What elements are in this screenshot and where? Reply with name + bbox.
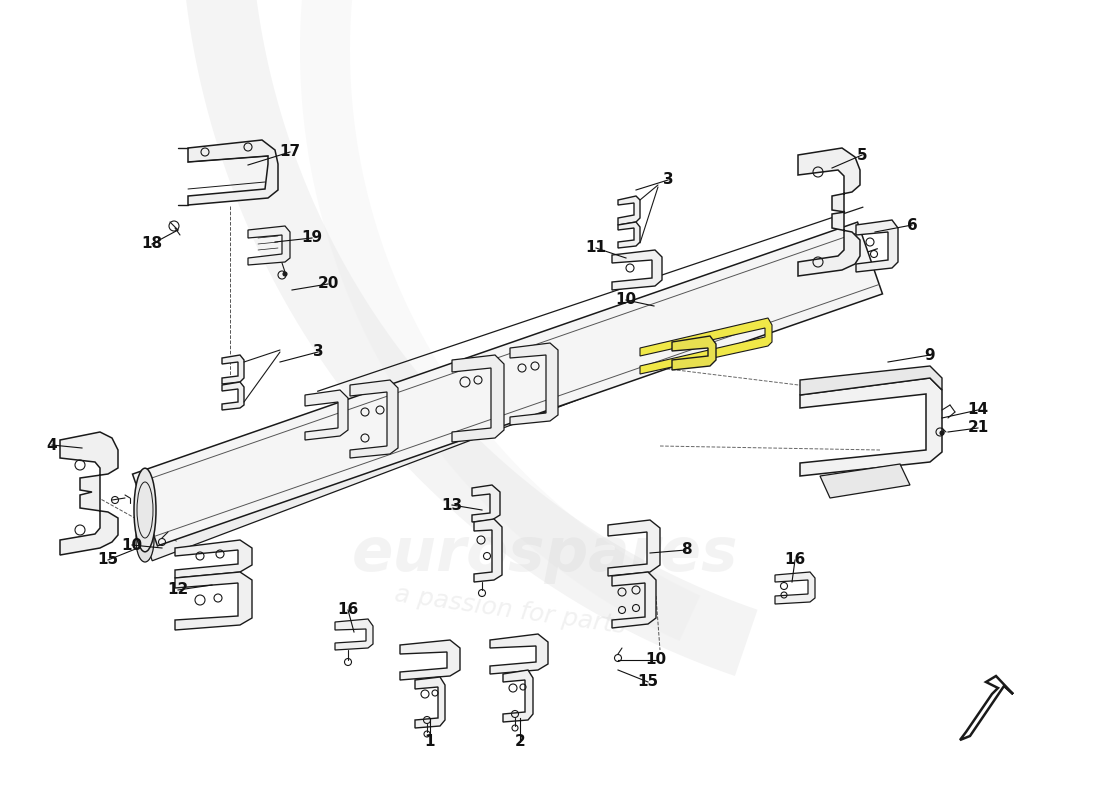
Text: 13: 13 (441, 498, 463, 513)
Text: 21: 21 (967, 421, 989, 435)
Polygon shape (960, 676, 1013, 740)
Polygon shape (400, 640, 460, 680)
Polygon shape (510, 343, 558, 425)
Text: 6: 6 (906, 218, 917, 233)
Text: 11: 11 (585, 241, 606, 255)
Text: a passion for parts: a passion for parts (393, 582, 627, 638)
Text: 20: 20 (317, 277, 339, 291)
Circle shape (283, 272, 287, 276)
Text: 15: 15 (98, 553, 119, 567)
Polygon shape (608, 520, 660, 576)
Polygon shape (415, 677, 446, 728)
Polygon shape (612, 250, 662, 290)
Polygon shape (222, 382, 244, 410)
Ellipse shape (136, 518, 154, 562)
Text: 5: 5 (857, 147, 867, 162)
Polygon shape (222, 355, 244, 384)
Text: 2: 2 (515, 734, 526, 750)
Text: 17: 17 (279, 145, 300, 159)
Ellipse shape (134, 468, 156, 552)
Polygon shape (248, 226, 290, 265)
Text: 3: 3 (662, 173, 673, 187)
Polygon shape (472, 485, 500, 522)
Polygon shape (612, 572, 656, 628)
Polygon shape (800, 366, 942, 395)
Text: 8: 8 (681, 542, 691, 558)
Circle shape (940, 431, 944, 435)
Polygon shape (305, 390, 348, 440)
Text: 3: 3 (312, 345, 323, 359)
Polygon shape (856, 220, 898, 272)
Polygon shape (350, 380, 398, 458)
Text: 16: 16 (338, 602, 359, 618)
Polygon shape (800, 378, 942, 476)
Text: 12: 12 (167, 582, 188, 598)
Text: 9: 9 (925, 347, 935, 362)
Polygon shape (452, 355, 504, 442)
Text: 4: 4 (46, 438, 57, 453)
Text: 15: 15 (637, 674, 659, 690)
Polygon shape (776, 572, 815, 604)
Text: 14: 14 (967, 402, 989, 418)
Polygon shape (175, 572, 252, 630)
Text: 10: 10 (615, 293, 637, 307)
Polygon shape (60, 432, 118, 555)
Polygon shape (175, 540, 252, 578)
Text: 16: 16 (784, 553, 805, 567)
Polygon shape (503, 670, 534, 722)
Text: eurospares: eurospares (352, 526, 738, 585)
Polygon shape (180, 0, 758, 676)
Polygon shape (820, 464, 910, 498)
Polygon shape (618, 222, 640, 248)
Text: 1: 1 (425, 734, 436, 750)
Polygon shape (798, 148, 860, 276)
Polygon shape (132, 222, 882, 546)
Text: 19: 19 (301, 230, 322, 246)
Polygon shape (300, 0, 701, 641)
Polygon shape (618, 196, 640, 225)
Polygon shape (188, 140, 278, 205)
Text: 18: 18 (142, 237, 163, 251)
Text: 10: 10 (646, 653, 667, 667)
Polygon shape (490, 634, 548, 674)
Polygon shape (138, 310, 707, 561)
Polygon shape (640, 318, 772, 374)
Polygon shape (474, 519, 502, 582)
Polygon shape (672, 336, 716, 370)
Text: 10: 10 (121, 538, 143, 553)
Polygon shape (336, 619, 373, 650)
